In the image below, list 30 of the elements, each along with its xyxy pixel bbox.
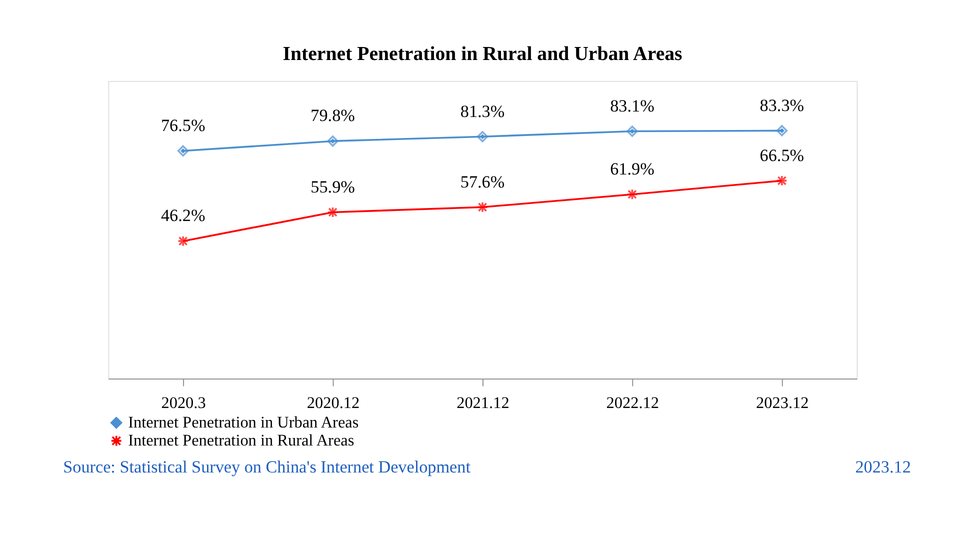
point bbox=[327, 206, 338, 218]
source-note: Source: Statistical Survey on China's Internet Development bbox=[63, 457, 471, 476]
x-tick-label: 2021.12 bbox=[456, 394, 510, 412]
data-label: 81.3% bbox=[460, 102, 505, 121]
point bbox=[626, 126, 638, 137]
point bbox=[177, 145, 189, 157]
legend-label: Internet Penetration in Urban Areas bbox=[128, 413, 359, 432]
text: 2023.12 bbox=[855, 457, 911, 476]
data-label: 83.3% bbox=[760, 96, 804, 115]
legend-label: Internet Penetration in Rural Areas bbox=[128, 431, 354, 450]
x-tick-label: 2020.3 bbox=[161, 394, 206, 412]
x-tick-label: 2022.12 bbox=[606, 394, 660, 412]
point bbox=[626, 188, 638, 200]
data-label: 46.2% bbox=[160, 206, 206, 226]
data-label: 57.6% bbox=[460, 172, 505, 192]
data-label: 55.9% bbox=[310, 177, 355, 196]
point bbox=[177, 235, 189, 247]
point bbox=[476, 202, 488, 213]
data-label: 61.9% bbox=[610, 160, 654, 179]
data-label: 76.5% bbox=[160, 116, 206, 136]
chart-title: Internet Penetration in Rural and Urban Areas bbox=[282, 43, 683, 66]
point bbox=[776, 125, 788, 136]
data-label: 79.8% bbox=[310, 106, 355, 126]
point bbox=[327, 135, 338, 147]
point bbox=[776, 175, 788, 186]
x-tick-label: 2020.12 bbox=[306, 394, 360, 412]
x-tick-label: 2023.12 bbox=[756, 394, 809, 412]
point bbox=[476, 130, 488, 142]
data-label: 66.5% bbox=[760, 146, 804, 165]
data-label: 83.1% bbox=[610, 96, 654, 116]
